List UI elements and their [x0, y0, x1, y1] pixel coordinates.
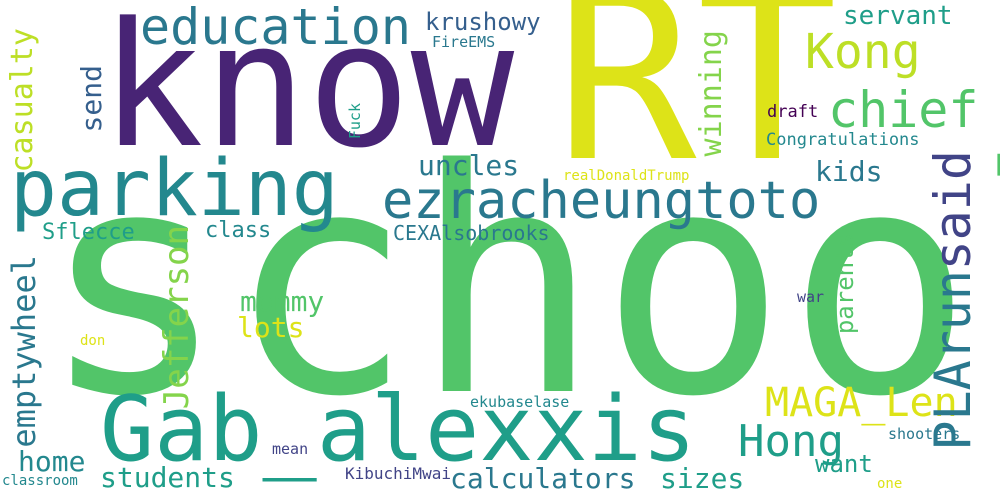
word-parents: parents — [831, 233, 859, 335]
word-winning: winning — [694, 30, 729, 157]
word-servant: servant — [843, 1, 953, 31]
word-class: class — [205, 218, 272, 243]
word-school: school — [40, 104, 1000, 465]
word-education: education — [140, 0, 411, 56]
word-emptywheel: emptywheel — [5, 255, 43, 448]
word-war: war — [797, 288, 825, 306]
word-krushowy: krushowy — [425, 8, 541, 36]
word-hong: Hong — [738, 416, 844, 467]
word-sflecce: Sflecce — [42, 220, 135, 245]
word-one: one — [877, 476, 903, 492]
word-plarun: PLArun — [924, 270, 982, 451]
word-home: home — [18, 445, 86, 478]
word-ekubaselase: ekubaselase — [470, 393, 570, 411]
word-fireems: FireEMS — [432, 33, 496, 51]
word-want: want — [815, 450, 873, 478]
word-calculators: calculators — [450, 462, 636, 495]
word-mean: mean — [272, 440, 309, 458]
word-said: said — [924, 150, 982, 271]
word-casualty: casualty — [5, 28, 40, 173]
word-shooters: shooters — [888, 425, 961, 443]
word-uncles: uncles — [418, 149, 520, 182]
word-classroom: classroom — [2, 473, 78, 489]
word-mommy: mommy — [240, 285, 325, 318]
word-chief: chief — [828, 81, 979, 139]
word-jefferson: Jefferson — [157, 225, 197, 410]
word-kids: kids — [815, 155, 883, 188]
word-fuck: Fuck — [346, 103, 364, 140]
word-send: send — [75, 65, 108, 133]
word-draft: draft — [767, 102, 819, 122]
word-congratulations: Congratulations — [766, 130, 920, 150]
word-sizes: sizes — [660, 462, 745, 495]
word-parking: parking — [10, 144, 339, 234]
word-don: don — [80, 333, 106, 349]
word-realdonaldtrump: realDonaldTrump — [563, 168, 690, 184]
word-know: know — [100, 0, 515, 186]
word-kibuchimwai: KibuchiMwai — [345, 464, 451, 483]
word-kong: Kong — [805, 24, 921, 80]
word-gab-alexxis: Gab_alexxis — [100, 377, 697, 482]
word-maga-len: MAGA_Len — [765, 380, 958, 426]
word-students: students — [100, 461, 235, 494]
word-lots: lots — [237, 311, 305, 344]
word-rt: RT — [555, 0, 838, 214]
word-ezracheungtoto: ezracheungtoto — [382, 171, 821, 231]
word-cexalsobrooks: CEXAlsobrooks — [393, 221, 550, 245]
